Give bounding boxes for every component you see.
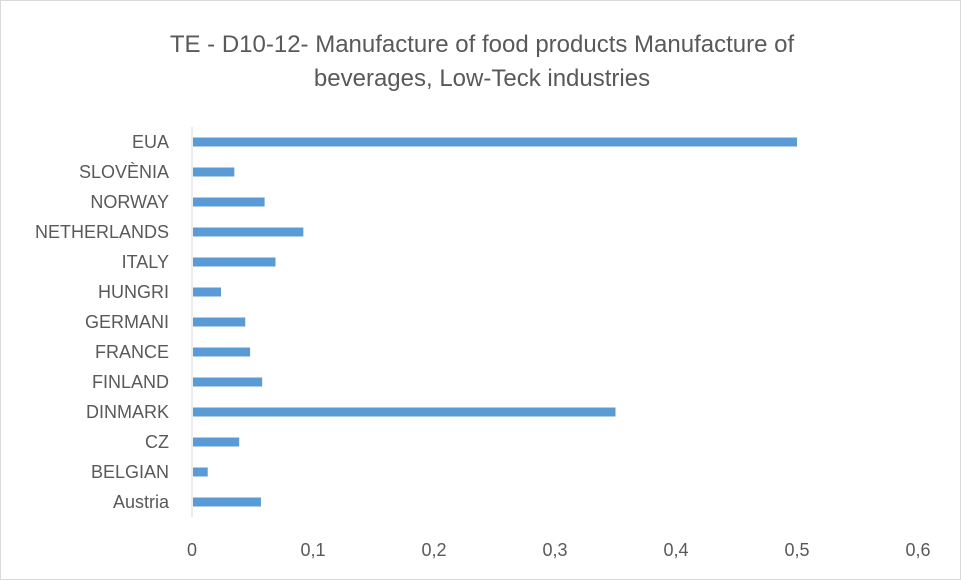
x-tick-label: 0,4 xyxy=(663,540,688,560)
x-tick-label: 0,5 xyxy=(784,540,809,560)
category-label: FRANCE xyxy=(95,342,169,362)
bar xyxy=(193,377,263,387)
bar xyxy=(193,257,276,267)
bar xyxy=(193,497,261,507)
category-label: Austria xyxy=(113,492,170,512)
x-tick-label: 0 xyxy=(187,540,197,560)
bar xyxy=(193,197,265,207)
category-label: FINLAND xyxy=(92,372,169,392)
bar xyxy=(193,137,797,147)
bar xyxy=(193,317,246,327)
category-label: EUA xyxy=(132,132,169,152)
category-label: SLOVÈNIA xyxy=(79,162,169,182)
x-tick-label: 0,6 xyxy=(905,540,930,560)
x-tick-label: 0,3 xyxy=(542,540,567,560)
category-label: CZ xyxy=(145,432,169,452)
category-label: ITALY xyxy=(122,252,169,272)
chart-title-line-1: TE - D10-12- Manufacture of food product… xyxy=(170,31,795,58)
plot-area: EUA SLOVÈNIA NORWAY NETHERLANDS ITALY HUNGRI G… xyxy=(35,127,931,560)
category-label: DINMARK xyxy=(86,402,169,422)
bar xyxy=(193,407,616,417)
bar xyxy=(193,467,208,477)
bar xyxy=(193,347,251,357)
category-label: BELGIAN xyxy=(91,462,169,482)
bar xyxy=(193,437,240,447)
chart-title-line-2: beverages, Low-Teck industries xyxy=(314,65,650,92)
bar xyxy=(193,227,304,237)
x-tick-label: 0,1 xyxy=(300,540,325,560)
category-label: HUNGRI xyxy=(98,282,169,302)
category-label: NETHERLANDS xyxy=(35,222,169,242)
bar xyxy=(193,287,222,297)
category-label: GERMANI xyxy=(85,312,169,332)
category-label: NORWAY xyxy=(90,192,169,212)
bar xyxy=(193,167,235,177)
x-tick-label: 0,2 xyxy=(421,540,446,560)
